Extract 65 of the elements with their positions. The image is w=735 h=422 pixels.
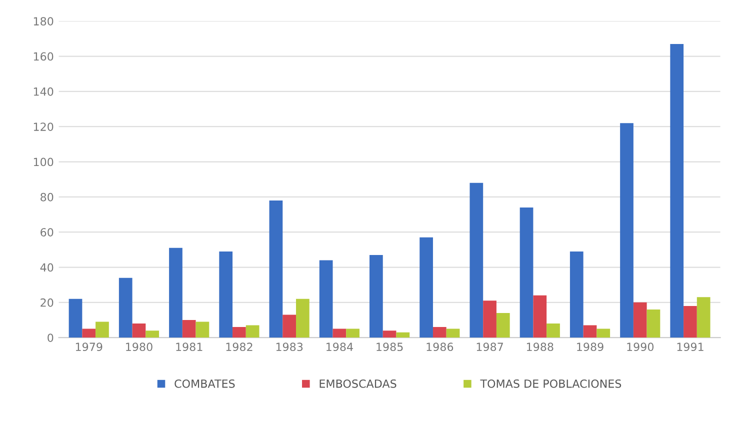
y-tick-label: 20 [40,298,54,307]
x-tick-label: 1979 [76,342,102,352]
x-tick-label: 1991 [677,342,704,352]
bar [646,309,660,338]
bar [118,278,132,338]
y-tick-label: 120 [34,122,54,131]
x-tick-label: 1987 [476,342,503,352]
y-tick-label: 60 [40,228,54,236]
bar [319,260,333,338]
bar [246,325,260,338]
bar [219,251,233,338]
bar [570,251,584,338]
x-tick-label: 1984 [326,342,353,352]
bar [420,237,433,338]
bar [332,328,346,338]
y-tick-label: 80 [40,192,54,202]
y-tick-label: 40 [40,263,54,272]
bar [396,332,410,338]
legend-label: COMBATES [174,379,235,388]
bar [68,298,82,338]
x-tick-label: 1989 [577,342,604,352]
bar [684,306,697,338]
bar [282,314,296,338]
x-tick-label: 1986 [426,342,454,352]
bar [382,330,396,338]
bar [196,322,210,338]
bar [346,328,360,338]
legend-label: TOMAS DE POBLACIONES [480,379,622,388]
bar [432,327,446,338]
bar [296,298,310,338]
x-tick-label: 1988 [526,342,554,352]
bar [520,207,534,338]
bar [232,327,246,338]
bar [633,302,647,338]
bar [546,324,560,338]
y-tick-label: 160 [34,52,54,61]
x-tick-label: 1983 [276,342,303,352]
bar [446,328,460,338]
bar [82,328,96,338]
bar [132,324,146,338]
bar [182,320,196,338]
bar [96,322,109,338]
x-tick-label: 1982 [226,342,252,352]
bar [470,182,484,338]
x-tick-label: 1980 [126,342,152,352]
bar [696,297,710,338]
bar [169,248,182,338]
x-tick-label: 1990 [627,342,654,352]
bar [583,325,597,338]
bar [496,312,510,338]
y-tick-label: 140 [34,87,54,96]
y-tick-label: 100 [34,158,54,166]
bar [620,123,634,338]
bar [596,328,610,338]
x-tick-label: 1981 [176,342,202,352]
bar [370,254,383,338]
bar [483,300,496,338]
bar [146,330,160,338]
bar [269,200,283,338]
x-tick-label: 1985 [376,342,403,352]
legend-label: EMBOSCADAS [320,379,396,388]
bar [670,44,684,338]
y-tick-label: 0 [48,334,54,342]
y-tick-label: 180 [34,17,54,26]
bar [533,295,547,338]
